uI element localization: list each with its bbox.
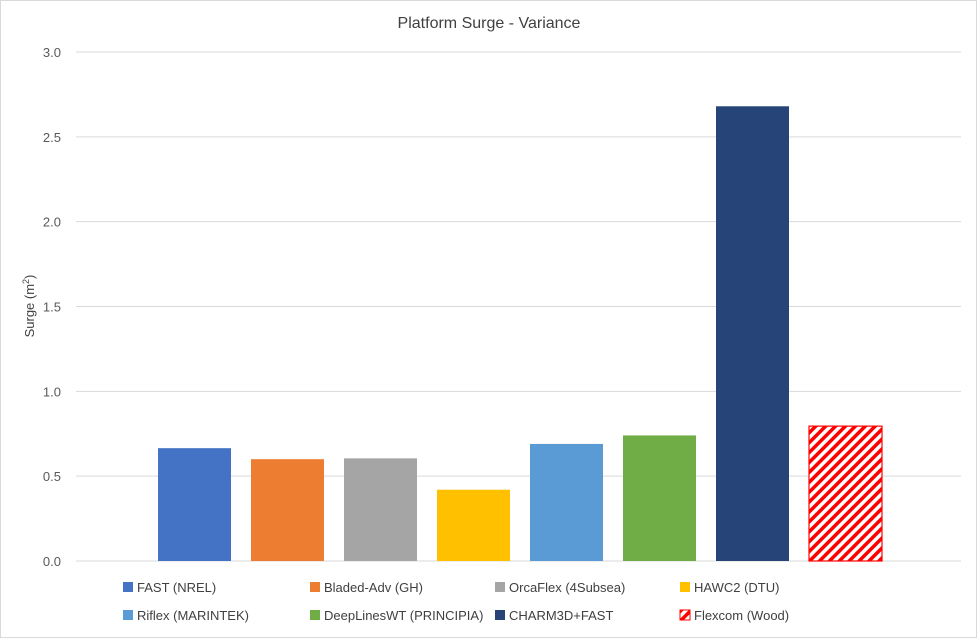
chart-title: Platform Surge - Variance (398, 15, 581, 32)
y-axis-label-close: ) (22, 275, 37, 279)
y-tick-label: 0.0 (43, 554, 61, 569)
y-tick-label: 0.5 (43, 469, 61, 484)
y-axis-label: Surge (m2) (21, 275, 37, 338)
bar (344, 458, 417, 561)
bar (716, 106, 789, 561)
bar (530, 443, 603, 561)
bar (158, 448, 231, 561)
legend-swatch (680, 582, 690, 592)
y-tick-label: 3.0 (43, 45, 61, 60)
bar (251, 459, 324, 561)
legend-swatch (123, 610, 133, 620)
legend: FAST (NREL) Bladed-Adv (GH) OrcaFlex (4Sub… (123, 580, 789, 623)
legend-label: Flexcom (Wood) (694, 608, 789, 623)
legend-swatch (495, 582, 505, 592)
legend-swatch (123, 582, 133, 592)
legend-swatch (495, 610, 505, 620)
legend-label: Bladed-Adv (GH) (324, 580, 423, 595)
bars (158, 106, 883, 562)
y-tick-label: 2.5 (43, 130, 61, 145)
legend-label: FAST (NREL) (137, 580, 216, 595)
bar (808, 425, 883, 562)
legend-label: Riflex (MARINTEK) (137, 608, 249, 623)
legend-swatch (679, 609, 691, 621)
y-axis-label-text: Surge (m (22, 284, 37, 337)
legend-label: HAWC2 (DTU) (694, 580, 779, 595)
legend-label: DeepLinesWT (PRINCIPIA) (324, 608, 483, 623)
legend-swatch (310, 610, 320, 620)
legend-label: OrcaFlex (4Subsea) (509, 580, 625, 595)
y-tick-label: 1.5 (43, 300, 61, 315)
y-tick-label: 1.0 (43, 384, 61, 399)
y-axis-ticks: 0.0 0.5 1.0 1.5 2.0 2.5 3.0 (43, 45, 61, 569)
y-axis-label-superscript: 2 (21, 279, 31, 284)
bar (623, 435, 696, 561)
bar (437, 489, 510, 561)
y-tick-label: 2.0 (43, 215, 61, 230)
legend-label: CHARM3D+FAST (509, 608, 613, 623)
legend-swatch (310, 582, 320, 592)
